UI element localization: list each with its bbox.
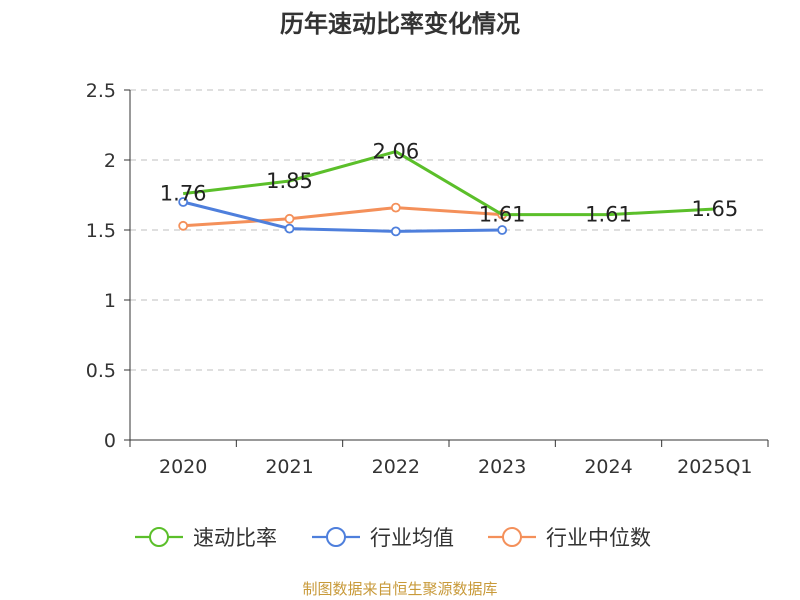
legend-marker-icon (326, 527, 346, 547)
data-label: 1.76 (160, 182, 207, 206)
x-tick-label: 2024 (584, 456, 632, 478)
x-tick-label: 2023 (478, 456, 526, 478)
series-point-3 (284, 213, 295, 224)
x-tick-label: 2020 (159, 456, 207, 478)
series-point-2 (497, 225, 508, 235)
series-line-3 (183, 206, 503, 228)
axes: 0 0.5 1 1.5 2 2.5 2020 2021 2022 2023 2024 2025Q1 (86, 80, 769, 478)
y-tick-label: 2.5 (86, 80, 116, 102)
series-line-2 (182, 200, 503, 233)
source-note: 制图数据来自恒生聚源数据库 (302, 580, 498, 598)
series-line-1 (182, 150, 715, 217)
data-label: 1.65 (691, 197, 738, 221)
legend-item-1[interactable]: 速动比率 (135, 526, 277, 550)
legend-label: 行业均值 (370, 526, 454, 550)
y-tick-label: 0.5 (86, 360, 116, 382)
x-tick-label: 2022 (372, 456, 420, 478)
legend-item-2[interactable]: 行业均值 (312, 526, 454, 550)
y-tick-label: 1.5 (86, 220, 116, 242)
y-tick-label: 1 (104, 290, 116, 312)
series-point-2 (178, 197, 189, 207)
series-point-3 (390, 202, 401, 213)
legend[interactable]: 速动比率 行业均值 行业中位数 (135, 526, 651, 550)
series-lines (178, 150, 715, 237)
legend-label: 行业中位数 (546, 526, 651, 550)
y-tick-label: 2 (104, 150, 116, 172)
data-labels: 1.76 1.85 2.06 1.61 1.61 1.65 (160, 140, 738, 227)
x-tick-label: 2025Q1 (677, 456, 752, 478)
data-label: 1.61 (479, 203, 526, 227)
y-tick-label: 0 (104, 430, 116, 452)
series-point-2 (390, 226, 401, 237)
series-point-2 (284, 223, 295, 234)
x-tick-label: 2021 (265, 456, 313, 478)
legend-item-3[interactable]: 行业中位数 (488, 526, 651, 550)
series-point-3 (178, 220, 189, 231)
data-label: 1.85 (266, 169, 313, 193)
legend-label: 速动比率 (193, 526, 277, 550)
data-label: 2.06 (372, 140, 419, 164)
data-label: 1.61 (585, 203, 632, 227)
chart-title: 历年速动比率变化情况 (280, 10, 520, 38)
legend-marker-icon (502, 527, 522, 547)
legend-marker-icon (149, 527, 169, 547)
